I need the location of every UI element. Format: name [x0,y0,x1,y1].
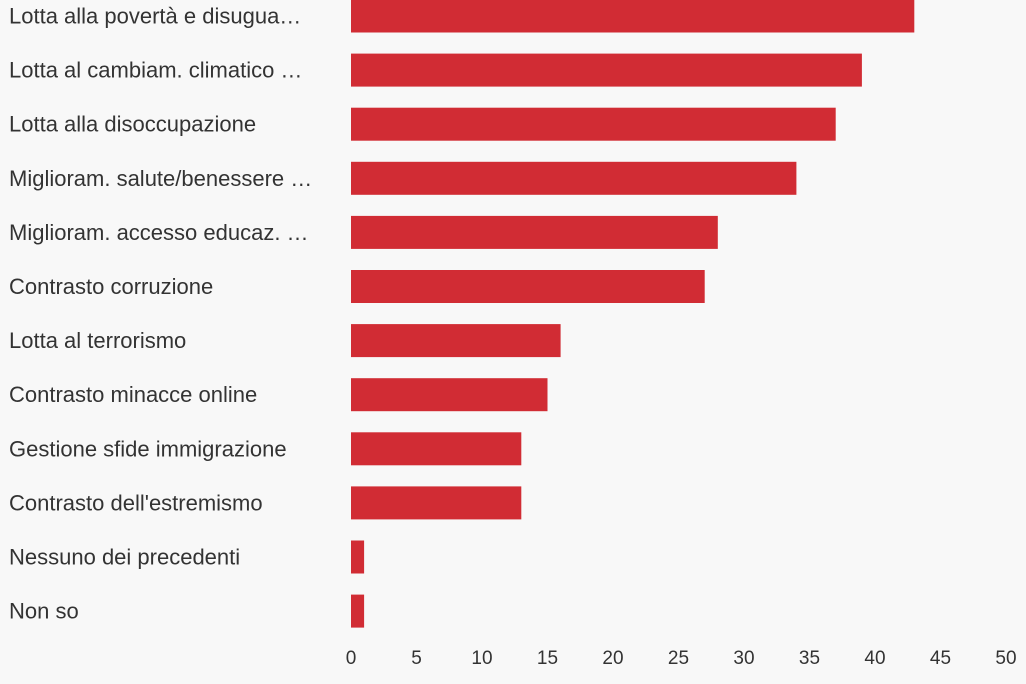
x-tick-label: 45 [930,648,951,669]
bar [351,486,522,520]
x-axis-tick-labels: 0 5 10 15 20 25 30 35 40 45 50 [346,648,1017,669]
category-label: Lotta alla povertà e disugua… [9,4,301,29]
bar [351,215,718,249]
x-tick-label: 50 [995,648,1016,669]
bar [351,107,836,141]
category-label: Lotta al cambiam. climatico … [9,58,302,83]
bar [351,432,522,466]
category-label: Contrasto corruzione [9,274,213,299]
category-label: Contrasto minacce online [9,382,257,407]
x-tick-label: 25 [668,648,689,669]
bar [351,0,915,33]
bar [351,378,548,412]
category-label: Lotta alla disoccupazione [9,112,256,137]
x-tick-label: 10 [471,648,492,669]
x-tick-label: 30 [733,648,754,669]
category-label: Non so [9,599,79,624]
x-tick-label: 15 [537,648,558,669]
bar [351,53,862,87]
x-tick-label: 35 [799,648,820,669]
x-tick-label: 5 [411,648,422,669]
category-label: Miglioram. accesso educaz. … [9,220,309,245]
x-tick-label: 0 [346,648,357,669]
category-label: Gestione sfide immigrazione [9,436,287,461]
category-label: Miglioram. salute/benessere … [9,166,312,191]
bars-layer [351,0,915,628]
bar [351,540,365,574]
category-label: Nessuno dei precedenti [9,545,240,570]
bar [351,270,705,303]
category-label: Lotta al terrorismo [9,328,186,353]
x-tick-label: 40 [864,648,885,669]
category-label: Contrasto dell'estremismo [9,490,263,515]
bar [351,324,561,358]
x-tick-label: 20 [602,648,623,669]
category-labels: Lotta alla povertà e disugua… Lotta al ca… [9,4,312,624]
bar [351,161,797,195]
bar [351,594,365,628]
